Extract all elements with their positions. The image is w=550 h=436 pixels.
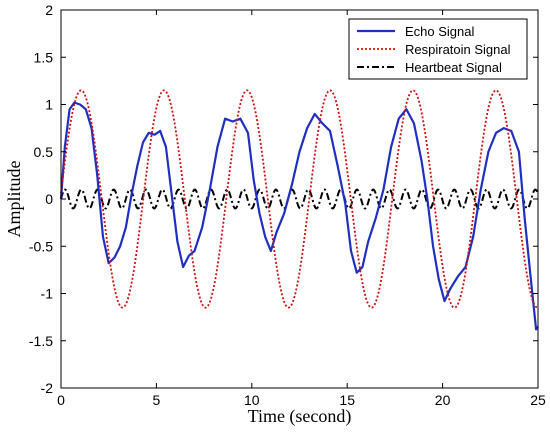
legend-label: Respiratoin Signal <box>405 42 511 57</box>
ticks: 0 5 10 15 20 25 -2 -1.5 -1 -0.5 0 0.5 1 1.5 2 <box>29 2 546 408</box>
legend-label: Echo Signal <box>405 24 474 39</box>
series-line-respiratoin-signal <box>60 89 538 309</box>
legend-label: Heartbeat Signal <box>405 60 502 75</box>
y-tick-label: -0.5 <box>29 238 53 254</box>
x-tick-label: 20 <box>435 392 451 408</box>
y-tick-label: -2 <box>41 380 54 396</box>
series-line-echo-signal <box>59 101 539 331</box>
y-tick-label: 2 <box>45 2 53 18</box>
x-tick-label: 0 <box>57 392 65 408</box>
series-layer <box>59 89 539 331</box>
x-tick-label: 25 <box>530 392 546 408</box>
y-tick-label: 0 <box>45 191 53 207</box>
y-tick-label: -1 <box>41 286 54 302</box>
y-tick-label: 1.5 <box>34 49 54 65</box>
series-line-heartbeat-signal <box>60 188 539 210</box>
y-tick-label: -1.5 <box>29 333 53 349</box>
y-axis-title: Amplitude <box>4 160 24 237</box>
x-tick-label: 15 <box>339 392 355 408</box>
y-tick-label: 1 <box>45 97 53 113</box>
y-tick-label: 0.5 <box>34 144 54 160</box>
x-tick-label: 5 <box>153 392 161 408</box>
legend: Echo Signal Respiratoin Signal Heartbeat S… <box>348 18 528 80</box>
x-axis-title: Time (second) <box>248 406 352 427</box>
x-tick-label: 10 <box>244 392 260 408</box>
